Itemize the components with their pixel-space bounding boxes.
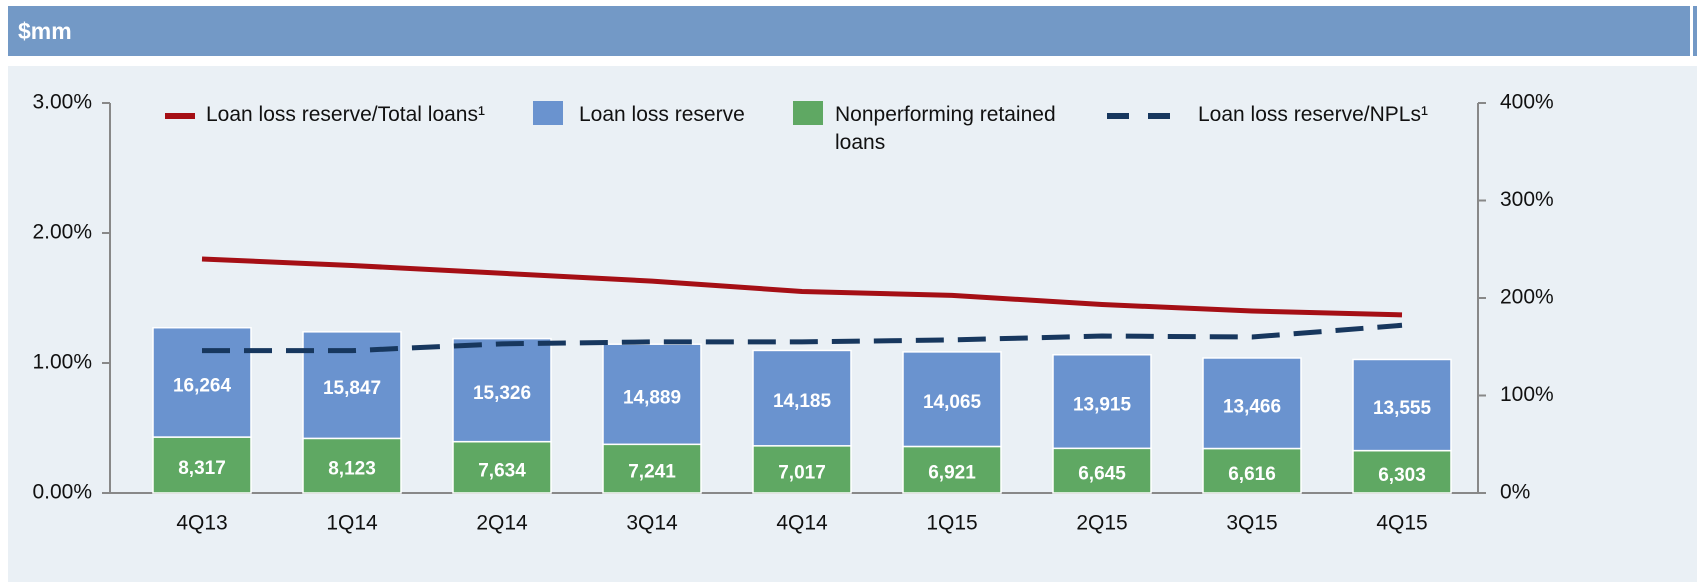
legend-swatch: [533, 101, 563, 125]
plot-background: [8, 66, 1697, 582]
bar-segment: [1352, 449, 1452, 494]
line-series: [201, 256, 1403, 318]
y2-tick-label: 300%: [1500, 188, 1554, 211]
bar-segment: [1352, 358, 1452, 452]
legend-label-box: Loan loss reserve: [579, 103, 745, 126]
bar-label: 13,915: [1073, 395, 1132, 416]
header-edge: [1690, 6, 1693, 56]
x-tick-label: 4Q14: [776, 512, 828, 535]
legend-label: Loan loss reserve/NPLs¹: [1198, 103, 1428, 126]
y2-tick-label: 200%: [1500, 286, 1554, 309]
bar-segment: [752, 349, 852, 447]
legend-label: Nonperforming retained loans: [835, 103, 1056, 154]
y-tick-label: 0.00%: [32, 481, 92, 504]
bar-label: 14,889: [623, 387, 681, 408]
x-tick-label: 2Q14: [476, 512, 528, 535]
y2-tick-label: 400%: [1500, 91, 1554, 114]
y2-tick-label: 100%: [1500, 383, 1554, 406]
bar-segment: [902, 445, 1002, 494]
legend-label-box: Loan loss reserve/Total loans¹: [206, 103, 485, 126]
legend-label-box: Loan loss reserve/NPLs¹: [1198, 103, 1428, 126]
bar-label: 6,303: [1378, 465, 1426, 486]
x-tick-label: 2Q15: [1076, 512, 1127, 535]
bar-label: 13,466: [1223, 396, 1281, 417]
y-tick-label: 1.00%: [32, 351, 92, 374]
bar-segment: [452, 337, 552, 443]
bar-label: 15,847: [323, 378, 381, 399]
x-tick-label: 1Q14: [326, 512, 378, 535]
bar-segment: [1052, 447, 1152, 494]
bar-segment: [602, 443, 702, 494]
bar-segment: [1202, 357, 1302, 450]
legend-label-box: Nonperforming retained loans: [835, 103, 1056, 154]
x-tick-label: 4Q13: [176, 512, 227, 535]
bar-segment: [452, 440, 552, 494]
bar-label: 13,555: [1373, 398, 1432, 419]
bar-label: 6,921: [928, 463, 976, 484]
x-tick-label: 3Q14: [626, 512, 678, 535]
bar-label: 14,065: [923, 392, 982, 413]
bar-segment: [602, 343, 702, 446]
x-tick-label: 3Q15: [1226, 512, 1277, 535]
bar-label: 8,317: [178, 458, 226, 479]
bar-label: 6,616: [1228, 464, 1276, 485]
x-tick-label: 1Q15: [926, 512, 977, 535]
y2-tick-label: 0%: [1500, 481, 1530, 504]
y-tick-label: 2.00%: [32, 221, 92, 244]
x-tick-label: 4Q15: [1376, 512, 1427, 535]
header-bar: [8, 6, 1697, 56]
legend-swatch: [793, 101, 823, 125]
header-title: $mm: [18, 18, 72, 44]
line-series: [202, 322, 1403, 354]
bar-label: 8,123: [328, 459, 376, 480]
bar-segment: [752, 445, 852, 494]
bar-label: 6,645: [1078, 464, 1126, 485]
legend-label: Loan loss reserve/Total loans¹: [206, 103, 485, 126]
y-tick-label: 3.00%: [32, 91, 92, 114]
bar-label: 15,326: [473, 383, 531, 404]
bar-label: 14,185: [773, 391, 832, 412]
bar-segment: [1202, 447, 1302, 494]
bar-segment: [902, 351, 1002, 448]
bar-label: 7,241: [628, 462, 676, 483]
legend-label: Loan loss reserve: [579, 103, 745, 126]
bar-label: 7,634: [478, 460, 526, 481]
bar-label: 7,017: [778, 462, 826, 483]
bar-segment: [152, 326, 252, 438]
bar-label: 16,264: [173, 375, 232, 396]
bar-segment: [1052, 354, 1152, 450]
